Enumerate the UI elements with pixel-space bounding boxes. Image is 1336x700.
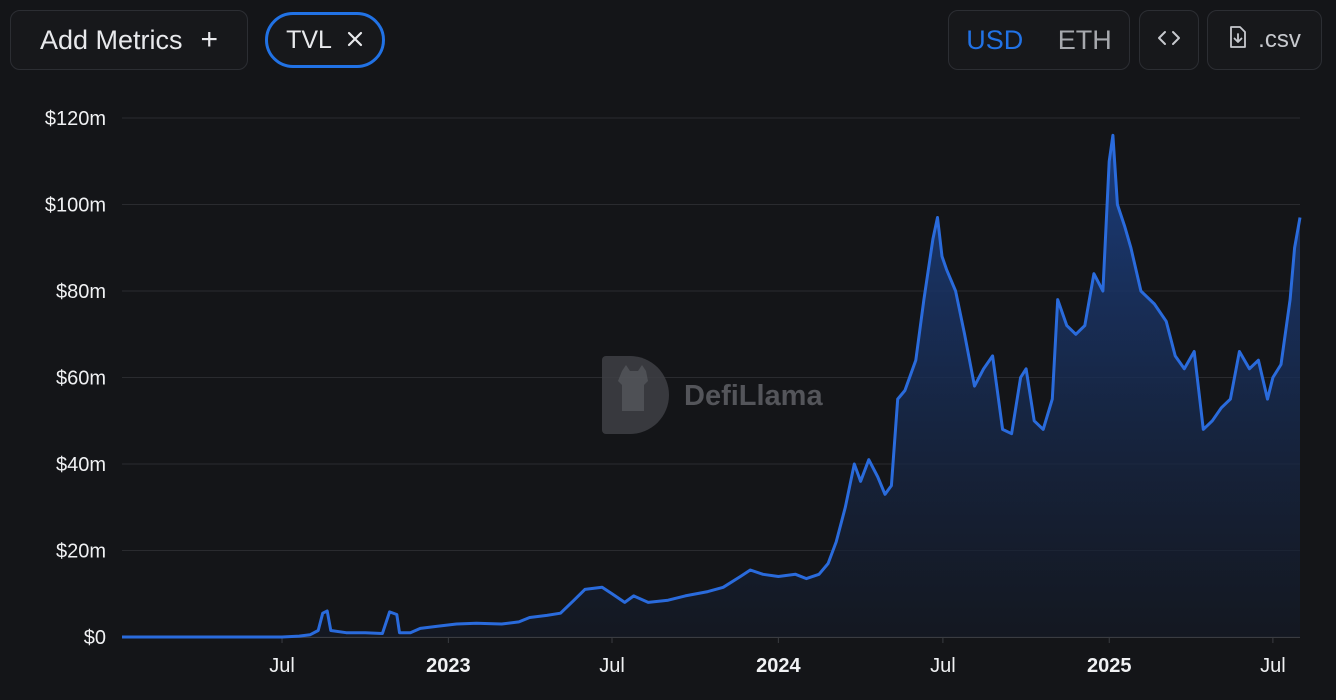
defillama-watermark: DefiLlama — [602, 356, 823, 434]
x-tick-label: 2023 — [426, 655, 471, 677]
currency-toggle: USD ETH — [948, 10, 1130, 70]
tvl-metric-chip[interactable]: TVL — [265, 12, 385, 68]
csv-label: .csv — [1258, 26, 1301, 53]
y-tick-label: $60m — [56, 368, 106, 390]
y-tick-label: $0 — [84, 627, 106, 649]
watermark-text: DefiLlama — [684, 380, 823, 412]
x-tick-label: Jul — [269, 655, 295, 677]
currency-option-eth[interactable]: ETH — [1057, 24, 1112, 55]
x-tick-label: 2024 — [756, 655, 801, 677]
x-tick-label: Jul — [930, 655, 956, 677]
y-tick-label: $20m — [56, 541, 106, 563]
code-icon — [1157, 29, 1181, 52]
add-metrics-label: Add Metrics — [39, 24, 183, 55]
llama-logo-icon — [602, 356, 669, 434]
x-tick-label: Jul — [599, 655, 625, 677]
tvl-line — [122, 133, 1302, 639]
tvl-area — [122, 135, 1300, 638]
embed-code-button[interactable] — [1139, 10, 1199, 70]
file-download-icon — [1228, 25, 1248, 56]
x-tick-label: 2025 — [1087, 655, 1132, 677]
close-icon[interactable] — [346, 26, 364, 55]
x-axis: Jul 2023 Jul 2024 Jul 2025 Jul — [122, 637, 1300, 677]
tvl-metric-label: TVL — [286, 25, 332, 54]
y-axis: $0 $20m $40m $60m $80m $100m $120m — [45, 108, 106, 649]
add-metrics-button[interactable]: Add Metrics + — [10, 10, 248, 70]
download-csv-button[interactable]: .csv — [1207, 10, 1322, 70]
currency-option-usd[interactable]: USD — [966, 24, 1024, 55]
plus-icon: + — [200, 23, 219, 56]
x-tick-label: Jul — [1260, 655, 1286, 677]
y-tick-label: $120m — [45, 108, 106, 130]
y-tick-label: $80m — [56, 281, 106, 303]
y-tick-label: $100m — [45, 195, 106, 217]
y-tick-label: $40m — [56, 454, 106, 476]
